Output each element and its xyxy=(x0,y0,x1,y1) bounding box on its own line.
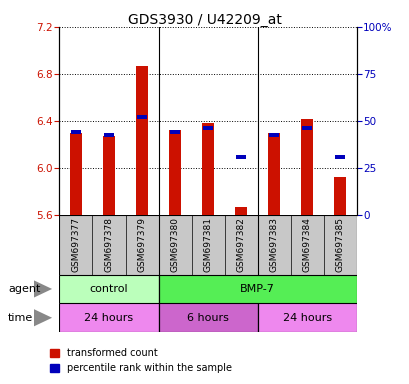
Bar xyxy=(70,133,81,215)
Bar xyxy=(169,130,180,215)
Text: GSM697377: GSM697377 xyxy=(71,217,80,272)
Bar xyxy=(104,133,114,137)
Text: 6 hours: 6 hours xyxy=(187,313,229,323)
Bar xyxy=(335,155,344,159)
FancyBboxPatch shape xyxy=(257,303,356,332)
FancyBboxPatch shape xyxy=(59,215,356,275)
Text: GSM697385: GSM697385 xyxy=(335,217,344,272)
FancyBboxPatch shape xyxy=(158,275,356,303)
Bar xyxy=(202,123,213,215)
Bar xyxy=(301,126,311,130)
Text: GSM697380: GSM697380 xyxy=(170,217,179,272)
Bar xyxy=(202,126,213,130)
Bar xyxy=(236,155,245,159)
Legend: transformed count, percentile rank within the sample: transformed count, percentile rank withi… xyxy=(46,344,236,377)
Text: GSM697381: GSM697381 xyxy=(203,217,212,272)
Text: time: time xyxy=(8,313,34,323)
Text: GSM697382: GSM697382 xyxy=(236,217,245,272)
FancyBboxPatch shape xyxy=(158,303,257,332)
FancyBboxPatch shape xyxy=(59,303,158,332)
Text: GSM697383: GSM697383 xyxy=(269,217,278,272)
Text: GDS3930 / U42209_at: GDS3930 / U42209_at xyxy=(128,13,281,27)
Bar xyxy=(334,177,345,215)
Bar xyxy=(235,207,246,215)
Bar xyxy=(137,115,146,119)
FancyBboxPatch shape xyxy=(59,275,158,303)
Text: GSM697384: GSM697384 xyxy=(302,217,311,272)
Bar xyxy=(170,130,180,134)
Polygon shape xyxy=(34,280,52,298)
Text: agent: agent xyxy=(8,284,40,294)
Polygon shape xyxy=(34,309,52,326)
Text: GSM697378: GSM697378 xyxy=(104,217,113,272)
Bar xyxy=(103,136,115,215)
Text: 24 hours: 24 hours xyxy=(84,313,133,323)
Bar xyxy=(268,133,279,215)
Bar xyxy=(71,130,81,134)
Bar xyxy=(269,133,279,137)
Text: control: control xyxy=(90,284,128,294)
Bar xyxy=(136,66,147,215)
Text: BMP-7: BMP-7 xyxy=(240,284,274,294)
Text: GSM697379: GSM697379 xyxy=(137,217,146,272)
Bar xyxy=(301,119,312,215)
Text: 24 hours: 24 hours xyxy=(282,313,331,323)
